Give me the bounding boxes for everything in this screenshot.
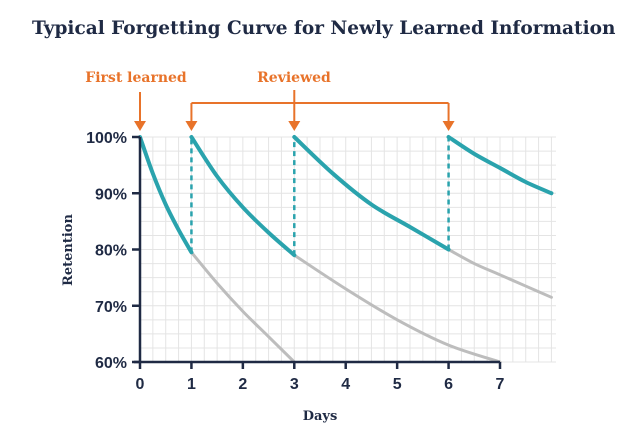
forgetting-curve	[292, 253, 502, 364]
forgetting-curve	[189, 250, 296, 364]
reviewed-label: Reviewed	[257, 70, 331, 86]
annotation-arrow-head	[288, 121, 301, 131]
x-tick-label: 0	[136, 376, 145, 393]
annotations: First learned Reviewed	[85, 70, 455, 131]
y-axis-label: Retention	[61, 214, 76, 286]
retention-curve	[138, 135, 194, 255]
annotation-arrow-head	[134, 121, 146, 131]
x-tick-label: 3	[290, 376, 299, 393]
x-tick-labels: 0 1 2 3 4 5 6 7	[136, 362, 505, 393]
forgetting-curve	[447, 248, 553, 299]
x-tick-label: 5	[393, 376, 402, 393]
retention-curve	[292, 135, 451, 252]
retention-curve	[189, 135, 297, 258]
x-tick-label: 6	[444, 376, 453, 393]
first-learned-label: First learned	[85, 70, 187, 86]
x-tick-label: 2	[238, 376, 247, 393]
y-tick-label: 100%	[86, 130, 127, 147]
y-tick-label: 70%	[95, 299, 127, 316]
retained-curves	[138, 135, 554, 258]
x-tick-label: 4	[341, 376, 350, 393]
y-tick-label: 90%	[95, 186, 127, 203]
forgotten-curves	[189, 248, 553, 364]
y-tick-label: 80%	[95, 243, 127, 260]
x-tick-label: 1	[187, 376, 196, 393]
y-tick-label: 60%	[95, 355, 127, 372]
x-tick-label: 7	[496, 376, 505, 393]
retention-curve	[446, 135, 554, 196]
grid	[139, 136, 556, 363]
review-markers	[190, 137, 450, 256]
y-tick-labels: 100% 90% 80% 70% 60%	[86, 130, 140, 372]
x-axis-label: Days	[303, 409, 338, 424]
annotation-arrow-head	[185, 121, 198, 131]
chart-title: Typical Forgetting Curve for Newly Learn…	[32, 18, 616, 39]
annotation-arrow-head	[442, 121, 455, 131]
